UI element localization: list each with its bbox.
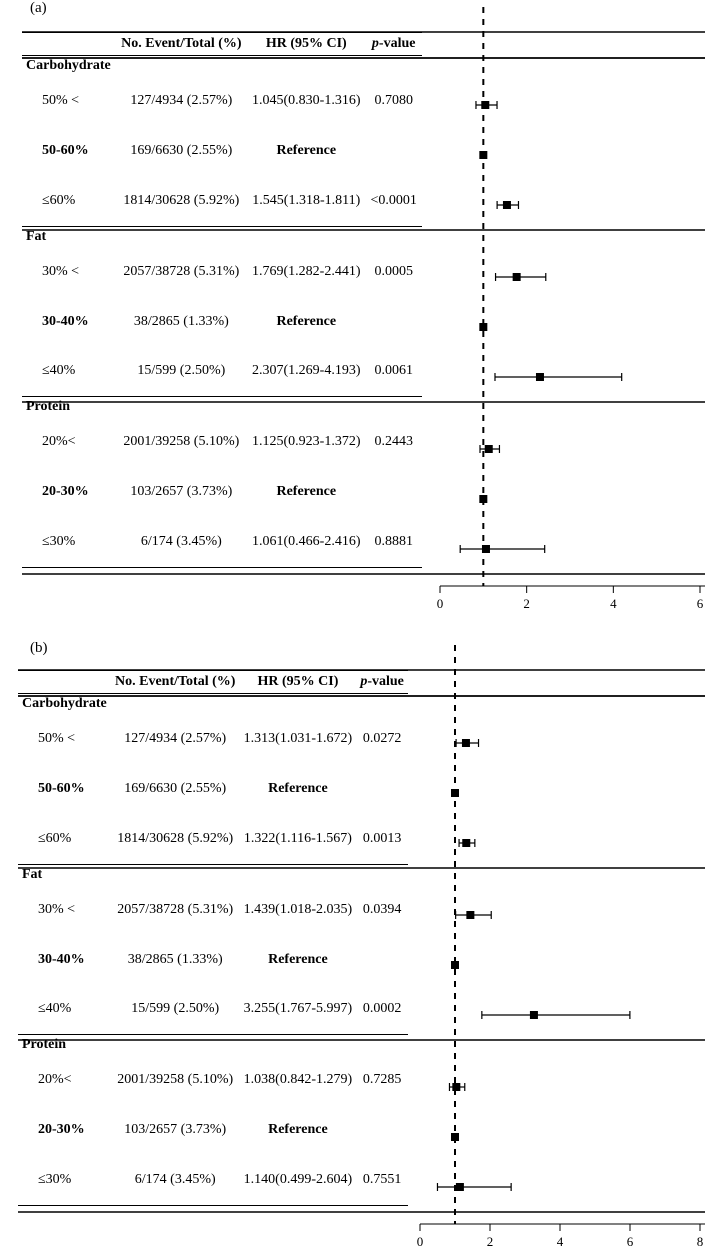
svg-text:6: 6 (627, 1234, 634, 1249)
svg-text:0: 0 (437, 596, 444, 610)
forest-plot-a: 0 2 4 6 (0, 0, 721, 610)
svg-text:6: 6 (697, 596, 704, 610)
svg-text:2: 2 (487, 1234, 494, 1249)
forest-plot-b: 0 2 4 6 8 (0, 640, 721, 1258)
panel-b: (b) No. Event/Total (%) HR (95% CI) p-va… (0, 640, 721, 1258)
svg-text:4: 4 (610, 596, 617, 610)
svg-text:4: 4 (557, 1234, 564, 1249)
svg-text:2: 2 (523, 596, 530, 610)
svg-text:0: 0 (417, 1234, 424, 1249)
panel-a: (a) No. Event/Total (%) HR (95% CI) p-va… (0, 0, 721, 610)
svg-text:8: 8 (697, 1234, 704, 1249)
